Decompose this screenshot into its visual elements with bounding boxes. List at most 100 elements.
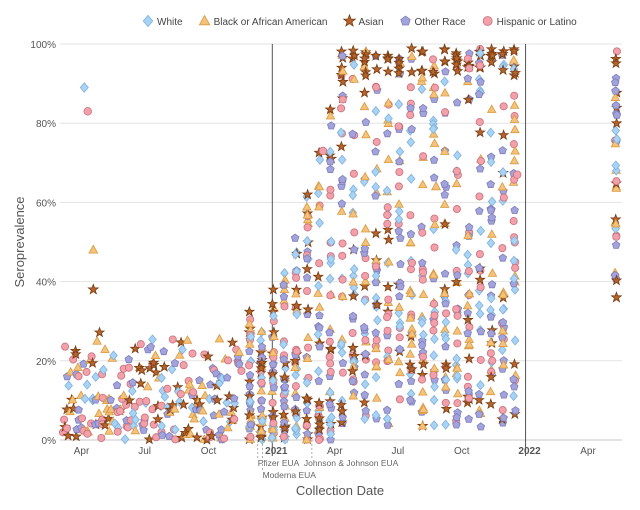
point-black-or-african-american [510,145,520,155]
point-white [498,304,508,315]
point-hispanic-or-latino [157,401,166,410]
outlier-black-or-african-american [88,244,99,254]
point-white [326,428,336,440]
point-other-race [382,405,392,414]
point-black-or-african-american [485,337,496,346]
point-other-race [395,157,404,166]
point-hispanic-or-latino [82,367,91,376]
point-other-race [139,425,148,434]
y-tick-label: 60% [36,198,56,209]
point-hispanic-or-latino [465,394,474,403]
point-hispanic-or-latino [176,390,185,399]
point-other-race [348,129,357,138]
point-white [360,413,369,424]
data-points [58,42,623,445]
point-black-or-african-american [383,354,394,363]
point-white [314,280,323,291]
point-black-or-african-american [405,288,416,297]
point-asian [337,75,349,87]
point-black-or-african-american [429,89,439,98]
point-white [486,127,495,138]
point-hispanic-or-latino [475,250,484,259]
point-asian [370,227,382,239]
point-hispanic-or-latino [315,259,324,268]
point-hispanic-or-latino [395,168,404,177]
point-asian [406,363,418,375]
point-other-race [74,405,83,414]
point-asian [313,418,326,430]
point-black-or-african-american [509,114,520,123]
point-white [313,329,323,340]
point-hispanic-or-latino [124,363,133,372]
point-white [326,236,336,247]
point-asian [152,413,164,425]
point-asian [324,103,336,115]
point-asian [301,188,314,200]
point-white [327,412,336,423]
point-other-race [268,360,278,369]
legend-label: White [157,17,183,28]
point-hispanic-or-latino [463,54,472,63]
point-other-race [474,89,484,98]
point-asian [474,273,486,285]
point-asian [202,350,214,362]
point-white [498,344,507,356]
point-asian [266,297,279,309]
point-hispanic-or-latino [394,122,403,131]
point-other-race [476,422,486,431]
legend-marker-asian [342,13,357,27]
point-white [395,146,405,157]
point-hispanic-or-latino [475,192,484,201]
point-other-race [315,311,324,320]
point-asian [417,358,430,370]
point-other-race [371,328,380,337]
x-tick-label: Oct [454,446,470,457]
point-other-race [338,51,347,60]
point-white [268,375,278,386]
point-white [269,310,278,322]
point-white [510,284,520,295]
point-other-race [511,406,520,415]
legend-label: Other Race [415,17,467,28]
point-white [157,420,166,432]
point-hispanic-or-latino [383,326,392,335]
point-hispanic-or-latino [179,361,188,370]
point-white [349,264,359,275]
point-black-or-african-american [439,288,450,297]
point-other-race [290,233,300,242]
point-asian [243,305,256,317]
point-asian [70,348,82,360]
point-black-or-african-american [497,181,508,191]
point-white [441,316,451,328]
point-other-race [279,280,288,289]
point-hispanic-or-latino [442,309,451,318]
point-black-or-african-american [67,394,78,404]
point-white [371,105,381,117]
point-other-race [303,429,312,438]
point-other-race [395,344,405,353]
outlier-hispanic-or-latino [83,107,92,116]
point-asian [485,371,497,383]
point-black-or-african-american [73,362,83,371]
point-other-race [383,129,392,138]
point-black-or-african-american [314,302,325,311]
point-white [315,154,325,165]
point-other-race [146,342,155,351]
point-hispanic-or-latino [269,419,278,428]
point-hispanic-or-latino [245,361,254,370]
outlier-asian [87,283,100,295]
point-other-race [371,278,381,287]
point-black-or-african-american [407,51,417,61]
point-hispanic-or-latino [237,366,246,375]
point-other-race [429,173,439,182]
point-asian [243,409,256,421]
point-white [476,379,485,391]
point-black-or-african-american [245,339,255,348]
point-asian [325,342,337,354]
point-hispanic-or-latino [292,273,301,282]
point-asian [358,55,371,67]
point-white [314,366,323,377]
point-black-or-african-american [383,154,394,164]
point-asian [496,48,509,60]
point-hispanic-or-latino [189,388,198,397]
